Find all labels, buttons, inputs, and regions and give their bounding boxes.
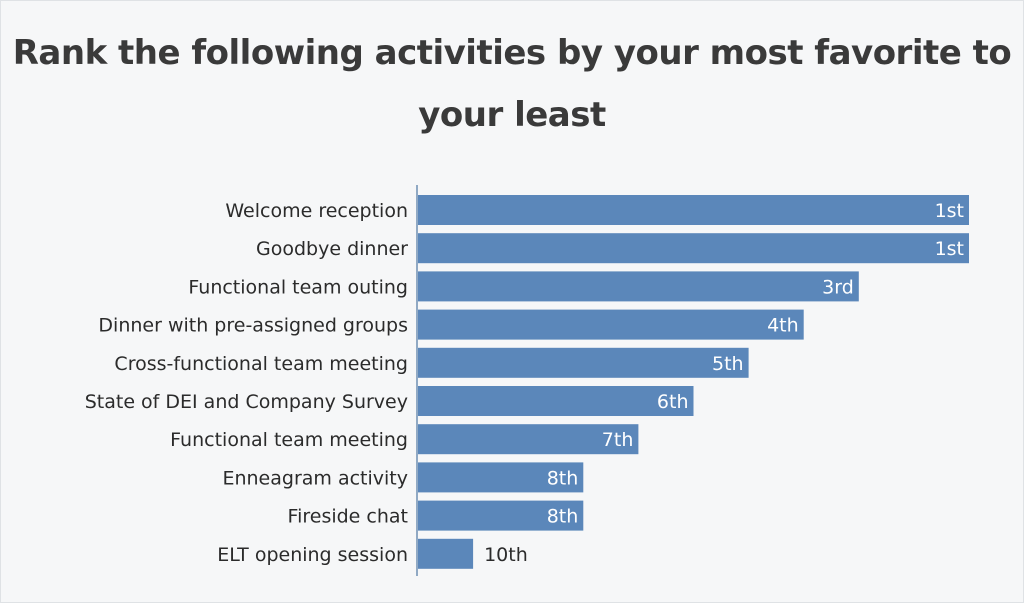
- bar: [418, 538, 474, 569]
- data-label: 8th: [547, 467, 579, 489]
- category-label: Goodbye dinner: [256, 238, 408, 260]
- category-label: ELT opening session: [217, 544, 408, 566]
- category-label: Fireside chat: [288, 506, 408, 528]
- bar: [418, 462, 584, 493]
- category-label: Functional team outing: [188, 276, 408, 298]
- bar: [418, 424, 639, 455]
- data-label: 4th: [767, 315, 799, 337]
- data-label: 3rd: [822, 276, 854, 298]
- category-label: State of DEI and Company Survey: [85, 391, 408, 413]
- bar: [418, 309, 804, 340]
- data-label: 1st: [935, 238, 964, 260]
- chart-title: Rank the following activities by your mo…: [12, 33, 1012, 135]
- bar: [418, 386, 694, 416]
- data-label: 8th: [547, 506, 579, 528]
- category-label: Enneagram activity: [222, 467, 408, 489]
- data-label: 1st: [935, 200, 964, 222]
- bar: [418, 347, 749, 378]
- bar: [418, 195, 969, 225]
- category-label: Cross-functional team meeting: [114, 353, 408, 375]
- data-label: 5th: [712, 353, 744, 375]
- data-label: 7th: [602, 429, 634, 451]
- data-label: 10th: [484, 544, 528, 566]
- bar: [418, 500, 584, 531]
- bar: [418, 271, 859, 302]
- category-label: Welcome reception: [225, 200, 408, 222]
- category-label: Functional team meeting: [170, 429, 408, 451]
- bar: [418, 233, 969, 264]
- data-label: 6th: [657, 391, 689, 413]
- category-label: Dinner with pre-assigned groups: [98, 315, 408, 337]
